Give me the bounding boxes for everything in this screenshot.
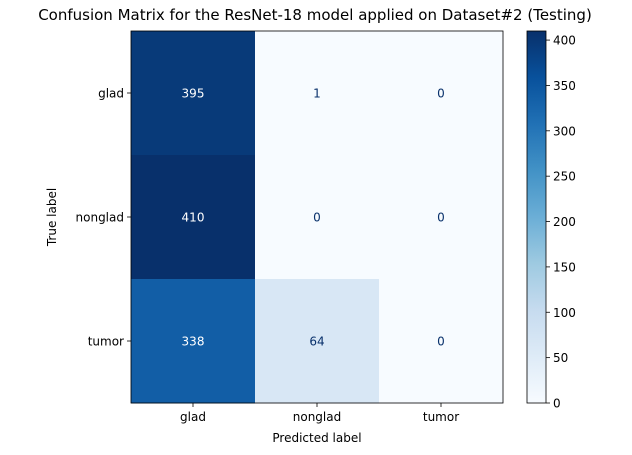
cell-nonglad-glad — [131, 155, 256, 280]
cell-label: 0 — [437, 335, 445, 349]
heatmap-cells — [131, 31, 504, 404]
x-axis-ticks: glad nonglad tumor — [180, 403, 459, 424]
cell-label: 0 — [437, 87, 445, 101]
x-tick-label: tumor — [423, 410, 459, 424]
cell-glad-glad — [131, 31, 256, 156]
cell-glad-nonglad — [255, 31, 380, 156]
y-tick-label: glad — [98, 87, 124, 101]
y-tick-label: nonglad — [76, 211, 124, 225]
cell-nonglad-nonglad — [255, 155, 380, 280]
colorbar-tick-label: 150 — [553, 260, 576, 274]
colorbar-tick-label: 350 — [553, 79, 576, 93]
colorbar-tick-label: 300 — [553, 124, 576, 138]
colorbar-tick-label: 50 — [553, 351, 568, 365]
colorbar — [526, 30, 547, 404]
cell-label: 64 — [309, 335, 324, 349]
x-tick-label: nonglad — [293, 410, 341, 424]
cell-nonglad-tumor — [379, 155, 504, 280]
cell-label: 1 — [313, 87, 321, 101]
cell-label: 410 — [182, 211, 205, 225]
colorbar-tick-label: 250 — [553, 170, 576, 184]
y-axis-ticks: glad nonglad tumor — [76, 87, 131, 349]
colorbar-ticks: 0 50 100 150 200 250 300 350 400 — [546, 34, 576, 411]
x-tick-label: glad — [180, 410, 206, 424]
colorbar-tick-label: 100 — [553, 306, 576, 320]
cell-tumor-glad — [131, 279, 256, 404]
x-axis-label: Predicted label — [272, 431, 361, 445]
colorbar-tick-label: 200 — [553, 215, 576, 229]
colorbar-tick-label: 0 — [553, 397, 561, 411]
cell-tumor-tumor — [379, 279, 504, 404]
cell-glad-tumor — [379, 31, 504, 156]
cell-label: 0 — [313, 211, 321, 225]
colorbar-tick-label: 400 — [553, 34, 576, 48]
cell-tumor-nonglad — [255, 279, 380, 404]
cell-label: 395 — [182, 87, 205, 101]
cell-label: 338 — [182, 335, 205, 349]
y-axis-label: True label — [45, 188, 59, 247]
y-tick-label: tumor — [88, 335, 124, 349]
chart-title: Confusion Matrix for the ResNet-18 model… — [38, 6, 592, 24]
cell-label: 0 — [437, 211, 445, 225]
cell-value-labels: 395 1 0 410 0 0 338 64 0 — [182, 87, 445, 349]
